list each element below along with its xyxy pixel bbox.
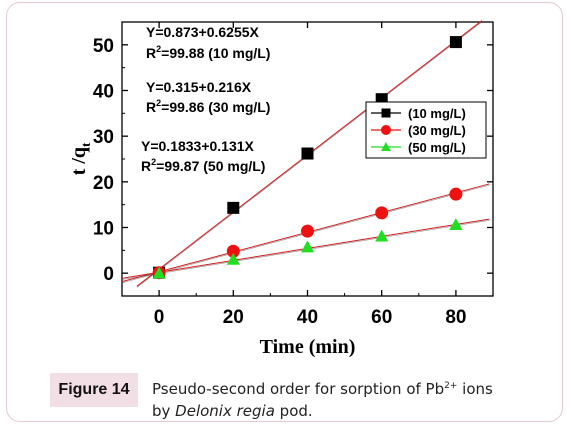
data-point-circle bbox=[301, 224, 314, 238]
data-point-triangle bbox=[449, 218, 463, 231]
data-point-circle bbox=[226, 244, 240, 258]
fit-equation: Y=0.315+0.216X bbox=[146, 79, 252, 95]
y-tick-label: 0 bbox=[103, 264, 114, 285]
x-axis-title: Time (min) bbox=[260, 336, 356, 358]
x-tick-label: 80 bbox=[445, 307, 466, 328]
data-point-circle bbox=[375, 206, 389, 220]
data-point-triangle bbox=[300, 240, 315, 253]
figure-label-text: Figure 14 bbox=[58, 381, 130, 398]
data-point-circle bbox=[449, 187, 463, 201]
y-tick-label: 30 bbox=[93, 127, 114, 148]
y-tick-label: 20 bbox=[93, 173, 114, 194]
x-tick-label: 60 bbox=[371, 307, 392, 328]
x-tick-label: 0 bbox=[154, 307, 165, 328]
data-point-square bbox=[449, 36, 462, 49]
caption-line1: Pseudo-second order for sorption of Pb bbox=[152, 380, 445, 398]
data-point-triangle bbox=[375, 229, 389, 242]
fit-r-squared: R2=99.86 (30 mg/L) bbox=[146, 98, 270, 115]
data-point-triangle bbox=[226, 252, 240, 265]
figure-label: Figure 14 bbox=[50, 373, 138, 407]
pseudo-second-order-chart: 0 20 40 60 80 0 10 20 30 40 50 Time (min) t /qt Y=0.8… bbox=[68, 20, 494, 358]
x-tick-label: 20 bbox=[223, 307, 244, 328]
fit-equation: Y=0.873+0.6255X bbox=[146, 24, 260, 40]
legend-label: (30 mg/L) bbox=[408, 123, 466, 138]
data-point-triangle bbox=[152, 266, 166, 279]
caption-superscript: 2+ bbox=[444, 381, 458, 391]
legend-label: (50 mg/L) bbox=[408, 140, 466, 155]
legend-marker-circle bbox=[381, 125, 391, 135]
data-point-square bbox=[301, 147, 314, 160]
fit-r-squared: R2=99.87 (50 mg/L) bbox=[141, 157, 265, 174]
legend-label: (10 mg/L) bbox=[408, 106, 466, 121]
y-tick-label: 10 bbox=[93, 219, 114, 240]
x-tick-label: 40 bbox=[297, 307, 318, 328]
caption-line1-end: ions bbox=[457, 380, 493, 398]
plot-area: 0 20 40 60 80 0 10 20 30 40 50 Time (min) t /qt Y=0.8… bbox=[68, 20, 494, 358]
y-axis-title: t /qt bbox=[68, 142, 93, 175]
fit-equation: Y=0.1833+0.131X bbox=[141, 138, 255, 154]
caption-species: Delonix regia bbox=[175, 402, 275, 420]
figure-frame bbox=[6, 2, 563, 422]
fit-r-squared: R2=99.88 (10 mg/L) bbox=[146, 44, 270, 61]
data-point-square bbox=[227, 201, 240, 214]
y-tick-label: 40 bbox=[93, 82, 114, 103]
caption-line2-start: by bbox=[152, 402, 176, 420]
legend-marker-square bbox=[381, 108, 391, 118]
y-tick-label: 50 bbox=[93, 36, 114, 57]
figure-caption: Pseudo-second order for sorption of Pb2+… bbox=[152, 375, 552, 422]
legend-marker-triangle bbox=[381, 142, 391, 151]
caption-line2-end: pod. bbox=[274, 402, 313, 420]
